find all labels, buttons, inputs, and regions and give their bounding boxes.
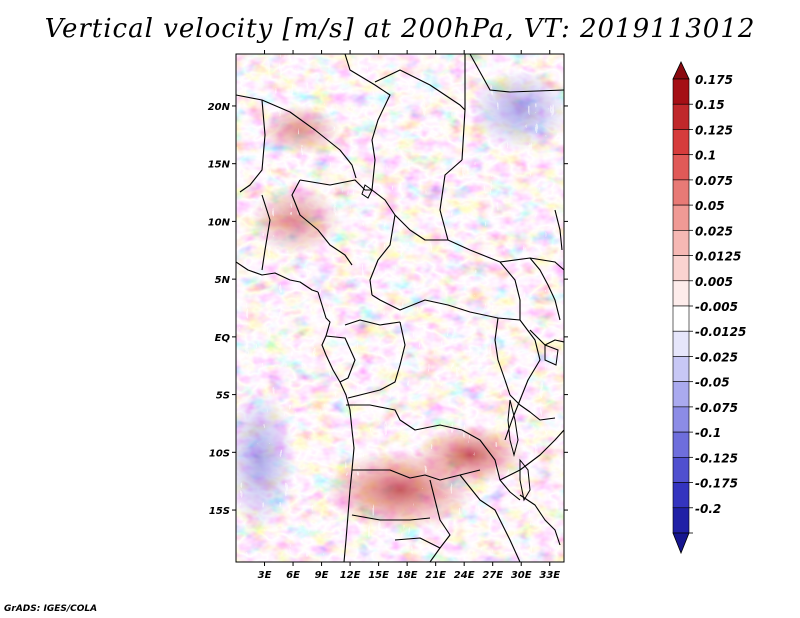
colorbar-label: 0.15 (695, 98, 725, 112)
country-borders (236, 54, 564, 562)
colorbar-label: 0.1 (695, 149, 716, 163)
lat-tick-label: 15S (209, 506, 230, 517)
colorbar-label: -0.05 (695, 376, 730, 390)
lon-tick-label: 9E (315, 570, 329, 581)
colorbar-label: 0.05 (695, 199, 725, 213)
colorbar-label: 0.0125 (695, 250, 741, 264)
colorbar-swatch (672, 381, 690, 408)
lat-tick-label: EQ (215, 333, 231, 344)
lat-tick-label: 5S (216, 391, 230, 402)
latitude-axis: 20N 15N 10N 5N EQ 5S 10S 15S (208, 102, 568, 517)
lat-tick-label: 10N (208, 217, 231, 228)
lake-outlines (361, 184, 559, 502)
colorbar-swatch (672, 78, 690, 105)
plot-title: Vertical velocity [m/s] at 200hPa, VT: 2… (44, 14, 756, 44)
colorbar-swatch (672, 507, 690, 534)
software-credit: GrADS: IGES/COLA (4, 604, 98, 614)
colorbar-swatch (672, 179, 690, 206)
lat-tick-label: 15N (208, 160, 231, 171)
colorbar-swatch (672, 154, 690, 181)
lat-tick-label: 10S (209, 448, 230, 459)
colorbar-label: 0.075 (695, 174, 733, 188)
lat-tick-label: 20N (208, 102, 231, 113)
colorbar-label: -0.075 (695, 401, 738, 415)
colorbar-under-arrow (672, 532, 690, 555)
colorbar-swatch (672, 431, 690, 458)
colorbar-label: -0.005 (695, 300, 738, 314)
lon-tick-label: 21E (425, 570, 446, 581)
lon-tick-label: 27E (482, 570, 503, 581)
colorbar-swatch (672, 406, 690, 433)
lon-tick-label: 12E (340, 570, 361, 581)
lon-tick-label: 30E (511, 570, 532, 581)
lat-tick-label: 5N (215, 275, 231, 286)
colorbar-swatch (672, 482, 690, 509)
colorbar-swatch (672, 230, 690, 256)
colorbar-swatch (672, 103, 690, 130)
velocity-field (236, 54, 564, 562)
colorbar-over-arrow (672, 61, 690, 80)
colorbar-label: 0.125 (695, 123, 733, 137)
lon-tick-label: 18E (397, 570, 418, 581)
colorbar-swatch (672, 129, 690, 155)
colorbar-label: -0.2 (695, 502, 721, 516)
colorbar-label: -0.0125 (695, 325, 746, 339)
colorbar: 0.175 0.15 0.125 0.1 0.075 0.05 0.025 0.0125 0.0… (672, 61, 746, 555)
longitude-axis: 3E 6E 9E 12E 15E 18E 21E 24E 27E 30E 33E (258, 50, 560, 581)
colorbar-label: -0.175 (695, 477, 738, 491)
lon-tick-label: 3E (258, 570, 272, 581)
colorbar-swatch (672, 330, 690, 357)
colorbar-label: 0.025 (695, 224, 733, 238)
map-frame (235, 53, 565, 563)
lon-tick-label: 24E (454, 570, 475, 581)
colorbar-label: -0.1 (695, 426, 721, 440)
colorbar-swatch (672, 305, 690, 332)
lon-tick-label: 6E (286, 570, 300, 581)
colorbar-label: -0.025 (695, 350, 738, 364)
colorbar-swatch (672, 204, 690, 231)
colorbar-label: 0.175 (695, 73, 733, 87)
lon-tick-label: 33E (539, 570, 560, 581)
colorbar-swatch (672, 255, 690, 282)
colorbar-label: 0.005 (695, 275, 733, 289)
colorbar-swatch (672, 280, 690, 307)
colorbar-swatch (672, 457, 690, 483)
colorbar-swatch (672, 356, 690, 382)
lon-tick-label: 15E (368, 570, 389, 581)
colorbar-label: -0.125 (695, 451, 738, 465)
